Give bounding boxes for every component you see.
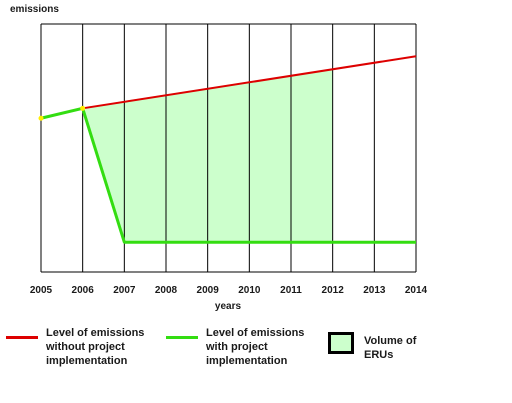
x-tick-2009: 2009 bbox=[197, 285, 220, 296]
x-tick-2008: 2008 bbox=[155, 285, 178, 296]
x-tick-2012: 2012 bbox=[322, 285, 345, 296]
marker-2006 bbox=[80, 105, 86, 111]
legend-label-without-project: Level of emissions without project imple… bbox=[46, 327, 145, 367]
x-tick-2014: 2014 bbox=[405, 285, 428, 296]
x-tick-2010: 2010 bbox=[238, 285, 261, 296]
legend-erus-swatch bbox=[328, 332, 354, 354]
legend-label-erus: Volume of ERUs bbox=[364, 335, 417, 361]
y-axis-label: emissions bbox=[10, 4, 59, 15]
series-line-without-project bbox=[82, 55, 417, 110]
x-tick-2011: 2011 bbox=[280, 285, 302, 296]
legend-item-erus: Volume of ERUs bbox=[326, 330, 436, 370]
legend-item-with-project: Level of emissions with project implemen… bbox=[166, 326, 326, 370]
legend-red-line bbox=[6, 336, 38, 339]
x-axis-label: years bbox=[215, 301, 242, 312]
x-tick-2006: 2006 bbox=[72, 285, 95, 296]
x-tick-2013: 2013 bbox=[363, 285, 386, 296]
legend-item-without-project: Level of emissions without project imple… bbox=[6, 326, 176, 370]
marker-2005 bbox=[38, 115, 44, 121]
x-tick-2007: 2007 bbox=[113, 285, 136, 296]
x-tick-labels: 2005 2006 2007 2008 2009 2010 2011 2012 2013 2014 bbox=[30, 285, 428, 296]
plot-area bbox=[38, 23, 417, 273]
x-tick-2005: 2005 bbox=[30, 285, 53, 296]
series-line-with-project bbox=[40, 106, 416, 244]
legend-label-with-project: Level of emissions with project implemen… bbox=[206, 327, 305, 367]
legend-green-line bbox=[166, 336, 198, 339]
